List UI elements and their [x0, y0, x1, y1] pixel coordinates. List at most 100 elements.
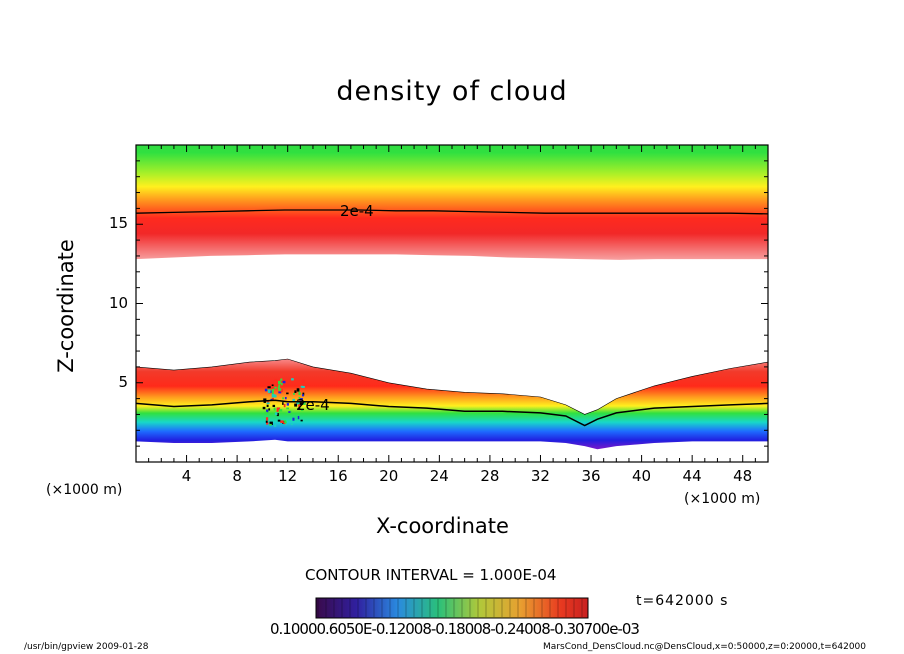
speckle — [271, 397, 274, 400]
x-tick-label: 48 — [733, 467, 753, 485]
speckle — [299, 402, 304, 405]
speckle — [279, 409, 283, 412]
speckle — [266, 404, 269, 407]
speckle — [301, 408, 304, 412]
speckle — [276, 407, 281, 411]
x-tick-label: 44 — [682, 467, 702, 485]
speckle — [278, 384, 281, 387]
x-unit-label: (×1000 m) — [684, 491, 761, 507]
time-label: t=642000 s — [636, 593, 729, 609]
speckle — [271, 388, 274, 393]
x-tick-label: 24 — [429, 467, 449, 485]
speckle — [277, 419, 281, 422]
lower-cloud-layer — [136, 359, 768, 450]
speckle — [284, 421, 287, 424]
speckle — [282, 402, 284, 405]
speckle — [267, 386, 271, 389]
lower-layer-top-line — [136, 358, 768, 415]
x-tick-label: 36 — [581, 467, 601, 485]
speckle — [301, 394, 304, 397]
x-tick-label: 12 — [278, 467, 298, 485]
speckle — [265, 409, 269, 413]
speckle — [282, 397, 284, 400]
speckle — [286, 407, 290, 410]
speckle — [298, 404, 301, 408]
speckle — [273, 423, 277, 427]
speckle — [301, 385, 305, 388]
speckle — [292, 417, 295, 421]
chart-title: density of cloud — [336, 76, 568, 107]
speckle — [269, 421, 273, 426]
y-unit-label: (×1000 m) — [46, 482, 123, 498]
lower-contour-line — [136, 399, 768, 427]
speckle — [274, 394, 277, 398]
speckle — [266, 421, 269, 425]
colorbar-tick-labels: 0.10000.6050E-0.12008-0.18008-0.24008-0.… — [270, 620, 640, 638]
x-axis-ticks — [148, 145, 756, 462]
speckle — [298, 392, 301, 395]
speckle — [274, 378, 278, 381]
y-axis-ticks — [136, 160, 768, 447]
speckle — [283, 403, 286, 408]
x-tick-label: 32 — [530, 467, 550, 485]
speckle — [265, 420, 268, 423]
x-tick-label: 4 — [181, 467, 192, 485]
upper-cloud-layer — [136, 145, 768, 260]
turbulence-speckles — [262, 378, 306, 427]
speckle — [266, 402, 270, 405]
colorbar — [315, 597, 589, 619]
speckle — [286, 403, 289, 406]
speckle — [302, 392, 305, 396]
upper-contour-label: 2e-4 — [340, 202, 374, 220]
speckle — [276, 413, 279, 417]
speckle — [264, 388, 268, 392]
speckle — [289, 410, 292, 415]
speckle — [273, 386, 277, 389]
speckle — [294, 390, 297, 393]
x-tick-label: 20 — [379, 467, 399, 485]
speckle — [265, 417, 269, 421]
speckle — [268, 408, 271, 411]
speckle — [269, 423, 272, 426]
speckle — [278, 380, 281, 385]
speckle — [277, 386, 280, 390]
speckle — [281, 382, 283, 386]
colorbar-stripes — [317, 599, 583, 617]
speckle — [298, 401, 301, 405]
speckle — [278, 388, 282, 391]
speckle — [294, 403, 298, 407]
speckle — [291, 378, 294, 381]
speckle — [262, 406, 266, 410]
y-tick-label: 15 — [109, 214, 129, 233]
footer-right: MarsCond_DensCloud.nc@DensCloud,x=0:5000… — [543, 642, 866, 652]
speckle — [272, 404, 276, 408]
speckle — [264, 411, 268, 415]
speckle — [274, 412, 278, 416]
speckle — [292, 398, 296, 402]
speckle — [298, 407, 301, 410]
speckle — [288, 411, 291, 413]
speckle — [280, 388, 283, 393]
speckle — [280, 378, 283, 381]
speckle — [267, 389, 271, 393]
speckle — [280, 420, 284, 423]
speckle — [273, 407, 276, 411]
speckle — [301, 379, 305, 383]
y-axis-label: Z-coordinate — [54, 239, 78, 373]
speckle — [299, 398, 303, 401]
x-tick-label: 16 — [328, 467, 348, 485]
speckle — [284, 422, 287, 426]
speckle — [270, 398, 273, 401]
lower-contour-label: 2e-4 — [296, 396, 330, 414]
x-tick-label: 28 — [480, 467, 500, 485]
speckle — [296, 388, 300, 392]
speckle — [291, 423, 293, 426]
speckle — [263, 398, 267, 402]
y-tick-label: 5 — [118, 372, 129, 391]
contour-interval-text: CONTOUR INTERVAL = 1.000E-04 — [305, 566, 557, 584]
speckle — [297, 416, 300, 420]
speckle — [296, 402, 299, 405]
speckle — [293, 392, 295, 395]
speckle — [271, 392, 274, 395]
